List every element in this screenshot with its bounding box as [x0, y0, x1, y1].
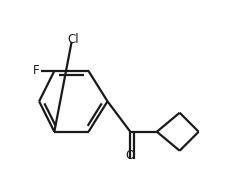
Text: F: F [33, 64, 39, 77]
Text: Cl: Cl [68, 33, 79, 46]
Text: O: O [126, 149, 135, 162]
